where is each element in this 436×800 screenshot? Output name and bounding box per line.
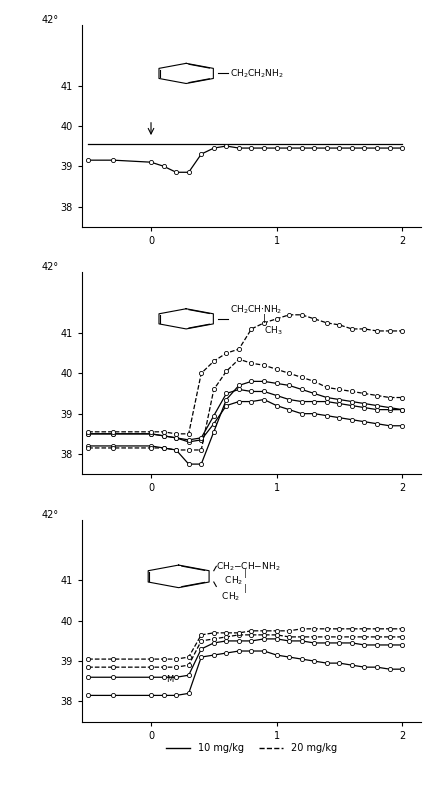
Text: |: |	[262, 314, 266, 323]
Text: 42°: 42°	[41, 262, 58, 273]
Text: 42°: 42°	[41, 15, 58, 25]
Text: $\mathrm{CH_3}$: $\mathrm{CH_3}$	[264, 325, 283, 338]
Text: 42°: 42°	[41, 510, 58, 520]
Legend: 10 mg/kg, 20 mg/kg: 10 mg/kg, 20 mg/kg	[162, 739, 341, 757]
Text: $\mathrm{\ \ CH_2}$: $\mathrm{\ \ CH_2}$	[216, 590, 241, 602]
Text: |: |	[244, 584, 247, 593]
Text: M: M	[166, 674, 174, 684]
Text: |: |	[244, 570, 247, 578]
Text: $\mathrm{CH_2CH{\cdot}NH_2}$: $\mathrm{CH_2CH{\cdot}NH_2}$	[230, 303, 283, 316]
Text: $\mathrm{CH_2{-}CH{-}NH_2}$: $\mathrm{CH_2{-}CH{-}NH_2}$	[216, 560, 281, 573]
Text: $\mathrm{CH_2CH_2NH_2}$: $\mathrm{CH_2CH_2NH_2}$	[230, 67, 284, 80]
Text: $\mathrm{\ \ \ CH_2}$: $\mathrm{\ \ \ CH_2}$	[216, 575, 244, 587]
